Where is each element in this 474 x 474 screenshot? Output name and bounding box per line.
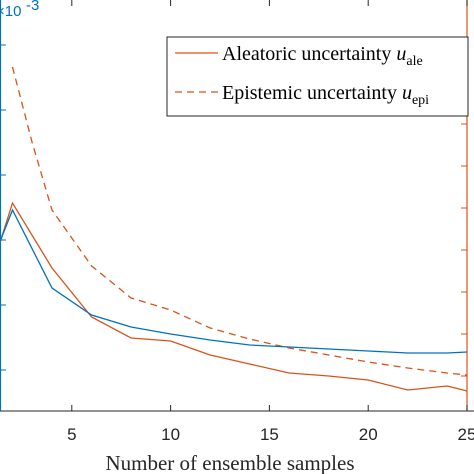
x-axis-label: Number of ensemble samples bbox=[105, 451, 354, 474]
y-exponent-base: ×10 bbox=[0, 3, 21, 20]
series-line-3 bbox=[0, 208, 468, 354]
x-tick-label: 5 bbox=[67, 425, 76, 444]
x-tick-label: 15 bbox=[260, 425, 279, 444]
legend-label-aleatoric: Aleatoric uncertainty u bbox=[222, 43, 406, 65]
legend-subscript-aleatoric: ale bbox=[406, 54, 422, 69]
legend-label-epistemic: Epistemic uncertainty u bbox=[222, 82, 412, 104]
legend-variable-symbol: u bbox=[402, 82, 412, 104]
series-line-1 bbox=[0, 201, 468, 392]
legend-variable-symbol: u bbox=[396, 43, 406, 65]
y-exponent-power: -3 bbox=[26, 0, 39, 14]
legend-box bbox=[166, 36, 469, 117]
legend-entry-aleatoric: Aleatoric uncertainty uale bbox=[222, 43, 423, 69]
legend-entry-epistemic: Epistemic uncertainty uepi bbox=[222, 82, 429, 108]
series-lines bbox=[0, 66, 468, 392]
y-axis-exponent-label: ×10 -3 bbox=[0, 0, 39, 20]
series-line-2 bbox=[11, 66, 468, 376]
x-tick-label: 20 bbox=[359, 425, 378, 444]
legend-subscript-epistemic: epi bbox=[412, 93, 429, 108]
x-tick-label: 25 bbox=[458, 425, 474, 444]
legend: Aleatoric uncertainty uale Epistemic unc… bbox=[166, 36, 469, 117]
x-tick-label: 10 bbox=[161, 425, 180, 444]
